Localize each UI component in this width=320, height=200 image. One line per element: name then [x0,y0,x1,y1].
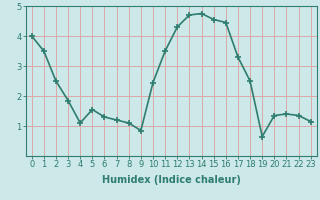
X-axis label: Humidex (Indice chaleur): Humidex (Indice chaleur) [102,175,241,185]
